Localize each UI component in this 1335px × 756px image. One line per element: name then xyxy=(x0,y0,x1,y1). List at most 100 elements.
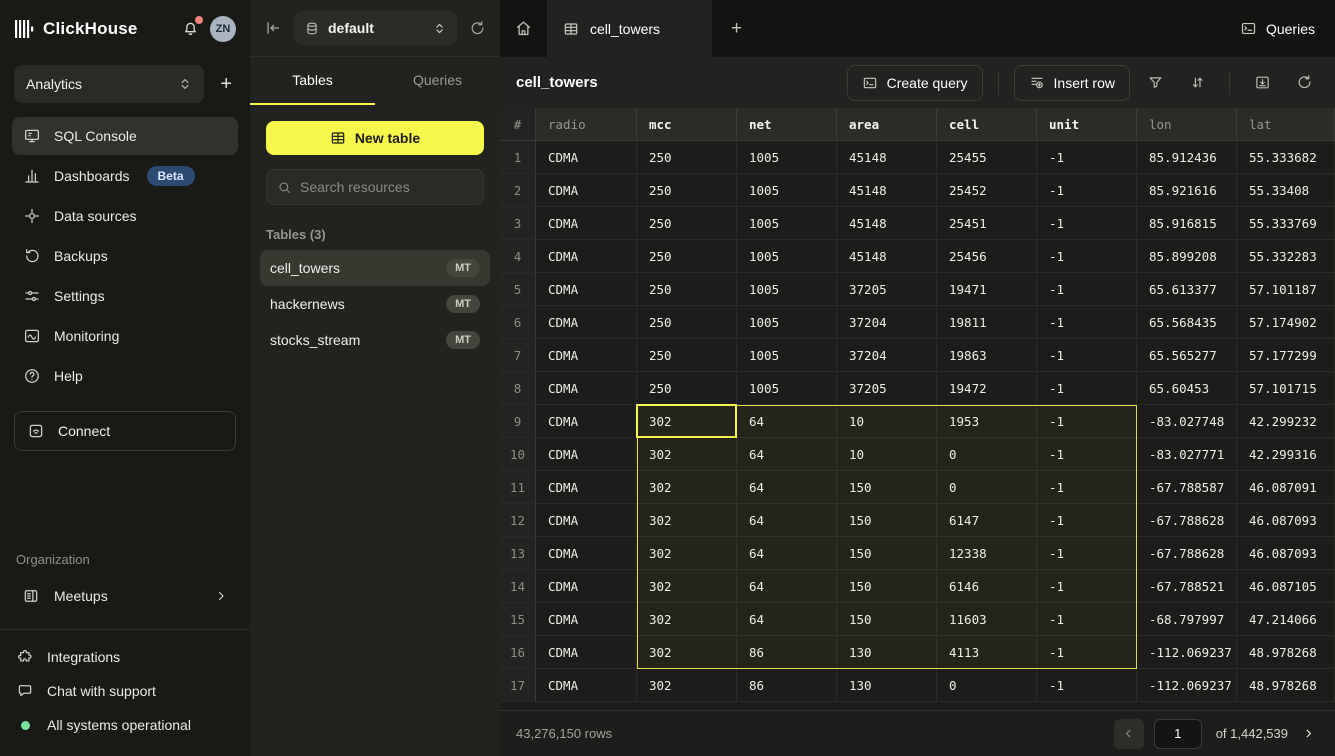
table-cell-mcc[interactable]: 302 xyxy=(637,570,737,603)
table-cell-unit[interactable]: -1 xyxy=(1037,669,1137,702)
table-cell-cell[interactable]: 25451 xyxy=(937,207,1037,240)
table-cell-cell[interactable]: 19471 xyxy=(937,273,1037,306)
add-workspace-button[interactable]: + xyxy=(220,73,232,95)
table-cell-area[interactable]: 37205 xyxy=(837,372,937,405)
home-button[interactable] xyxy=(500,0,547,57)
table-list-item-stocks-stream[interactable]: stocks_stream MT xyxy=(260,322,490,358)
table-cell-net[interactable]: 64 xyxy=(737,537,837,570)
table-cell-lon[interactable]: 65.60453 xyxy=(1137,372,1237,405)
table-cell-lat[interactable]: 48.978268 xyxy=(1237,669,1335,702)
table-cell-cell[interactable]: 0 xyxy=(937,669,1037,702)
column-header-rownum[interactable]: # xyxy=(500,108,536,141)
table-cell-unit[interactable]: -1 xyxy=(1037,306,1137,339)
table-cell-net[interactable]: 64 xyxy=(737,603,837,636)
page-number-input[interactable] xyxy=(1153,718,1202,749)
table-cell-lat[interactable]: 42.299232 xyxy=(1237,405,1335,438)
table-cell-unit[interactable]: -1 xyxy=(1037,174,1137,207)
table-cell-radio[interactable]: CDMA xyxy=(536,504,637,537)
table-cell-net[interactable]: 1005 xyxy=(737,240,837,273)
row-number[interactable]: 7 xyxy=(500,339,536,372)
table-cell-mcc[interactable]: 302 xyxy=(637,504,737,537)
table-cell-mcc[interactable]: 250 xyxy=(637,372,737,405)
sidebar-item-help[interactable]: Help xyxy=(12,357,238,395)
table-cell-area[interactable]: 37204 xyxy=(837,339,937,372)
table-cell-lat[interactable]: 47.214066 xyxy=(1237,603,1335,636)
table-cell-lat[interactable]: 46.087093 xyxy=(1237,537,1335,570)
table-cell-cell[interactable]: 25455 xyxy=(937,141,1037,174)
table-cell-cell[interactable]: 0 xyxy=(937,438,1037,471)
table-cell-unit[interactable]: -1 xyxy=(1037,372,1137,405)
row-number[interactable]: 4 xyxy=(500,240,536,273)
column-header-radio[interactable]: radio xyxy=(536,108,637,141)
table-cell-area[interactable]: 150 xyxy=(837,603,937,636)
table-cell-lon[interactable]: 85.899208 xyxy=(1137,240,1237,273)
table-cell-lon[interactable]: -67.788628 xyxy=(1137,504,1237,537)
table-cell-lat[interactable]: 57.174902 xyxy=(1237,306,1335,339)
column-header-net[interactable]: net xyxy=(737,108,837,141)
table-cell-lat[interactable]: 46.087093 xyxy=(1237,504,1335,537)
table-cell-lon[interactable]: -67.788587 xyxy=(1137,471,1237,504)
table-cell-cell[interactable]: 12338 xyxy=(937,537,1037,570)
table-cell-unit[interactable]: -1 xyxy=(1037,273,1137,306)
table-cell-net[interactable]: 1005 xyxy=(737,174,837,207)
table-cell-lat[interactable]: 57.101187 xyxy=(1237,273,1335,306)
table-cell-unit[interactable]: -1 xyxy=(1037,339,1137,372)
queries-button[interactable]: Queries xyxy=(1220,0,1335,57)
column-header-lon[interactable]: lon xyxy=(1137,108,1237,141)
table-cell-cell[interactable]: 0 xyxy=(937,471,1037,504)
row-number[interactable]: 2 xyxy=(500,174,536,207)
table-cell-lon[interactable]: -67.788628 xyxy=(1137,537,1237,570)
row-number[interactable]: 14 xyxy=(500,570,536,603)
table-cell-net[interactable]: 1005 xyxy=(737,141,837,174)
table-cell-radio[interactable]: CDMA xyxy=(536,240,637,273)
table-cell-lat[interactable]: 57.177299 xyxy=(1237,339,1335,372)
table-cell-radio[interactable]: CDMA xyxy=(536,174,637,207)
table-cell-unit[interactable]: -1 xyxy=(1037,504,1137,537)
table-cell-unit[interactable]: -1 xyxy=(1037,471,1137,504)
table-cell-lat[interactable]: 55.33408 xyxy=(1237,174,1335,207)
table-cell-mcc[interactable]: 250 xyxy=(637,240,737,273)
table-cell-cell[interactable]: 1953 xyxy=(937,405,1037,438)
table-cell-radio[interactable]: CDMA xyxy=(536,141,637,174)
sidebar-item-data-sources[interactable]: Data sources xyxy=(12,197,238,235)
refresh-table-button[interactable] xyxy=(1287,66,1321,100)
table-cell-lon[interactable]: -83.027748 xyxy=(1137,405,1237,438)
table-cell-area[interactable]: 45148 xyxy=(837,174,937,207)
database-selector[interactable]: default xyxy=(294,11,457,45)
new-tab-button[interactable]: + xyxy=(730,17,743,39)
table-cell-unit[interactable]: -1 xyxy=(1037,141,1137,174)
row-number[interactable]: 17 xyxy=(500,669,536,702)
footer-item-all-systems-operational[interactable]: All systems operational xyxy=(16,710,234,740)
column-header-unit[interactable]: unit xyxy=(1037,108,1137,141)
row-number[interactable]: 13 xyxy=(500,537,536,570)
table-cell-net[interactable]: 1005 xyxy=(737,372,837,405)
row-number[interactable]: 1 xyxy=(500,141,536,174)
table-cell-radio[interactable]: CDMA xyxy=(536,570,637,603)
table-cell-mcc[interactable]: 250 xyxy=(637,141,737,174)
table-cell-lon[interactable]: -83.027771 xyxy=(1137,438,1237,471)
row-number[interactable]: 11 xyxy=(500,471,536,504)
table-cell-unit[interactable]: -1 xyxy=(1037,636,1137,669)
row-number[interactable]: 9 xyxy=(500,405,536,438)
table-cell-area[interactable]: 45148 xyxy=(837,141,937,174)
footer-item-integrations[interactable]: Integrations xyxy=(16,642,234,672)
sidebar-item-dashboards[interactable]: Dashboards Beta xyxy=(12,157,238,195)
workspace-selector[interactable]: Analytics xyxy=(14,65,205,103)
column-header-mcc[interactable]: mcc xyxy=(637,108,737,141)
table-cell-net[interactable]: 64 xyxy=(737,504,837,537)
table-cell-net[interactable]: 1005 xyxy=(737,273,837,306)
column-header-lat[interactable]: lat xyxy=(1237,108,1335,141)
table-cell-area[interactable]: 45148 xyxy=(837,207,937,240)
table-cell-radio[interactable]: CDMA xyxy=(536,339,637,372)
table-cell-radio[interactable]: CDMA xyxy=(536,273,637,306)
table-cell-unit[interactable]: -1 xyxy=(1037,240,1137,273)
row-number[interactable]: 5 xyxy=(500,273,536,306)
table-cell-lat[interactable]: 46.087091 xyxy=(1237,471,1335,504)
table-cell-mcc[interactable]: 250 xyxy=(637,273,737,306)
table-cell-lon[interactable]: 65.613377 xyxy=(1137,273,1237,306)
table-cell-cell[interactable]: 19811 xyxy=(937,306,1037,339)
insert-row-button[interactable]: Insert row xyxy=(1013,64,1130,101)
table-cell-lon[interactable]: 65.568435 xyxy=(1137,306,1237,339)
prev-page-button[interactable] xyxy=(1113,718,1144,749)
table-cell-mcc[interactable]: 302 xyxy=(637,636,737,669)
